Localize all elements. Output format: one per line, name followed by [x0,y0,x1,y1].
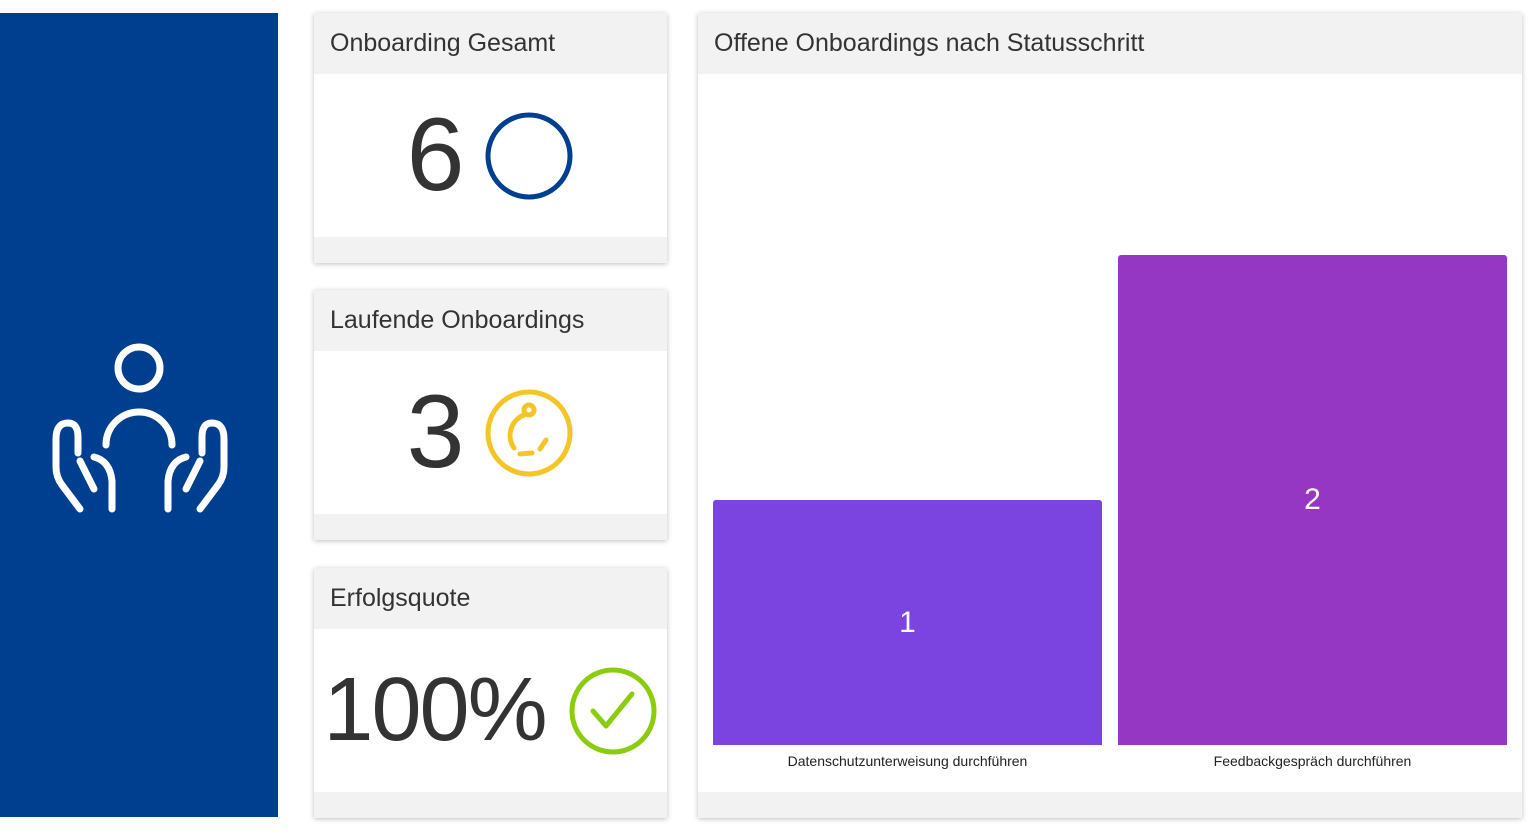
kpi-value: 100% [323,660,547,760]
chart-title: Offene Onboardings nach Statusschritt [698,13,1522,74]
chart-card: Offene Onboardings nach Statusschritt 1 D… [698,13,1522,818]
bar[interactable]: 2 [1118,255,1507,745]
data-label: 2 [1304,483,1321,516]
data-label: 1 [899,605,916,639]
bar[interactable]: 1 [713,500,1102,745]
kpi-card-total: Onboarding Gesamt 6 [314,13,667,263]
kpi-value: 3 [406,374,465,490]
kpi-title: Onboarding Gesamt [314,13,667,74]
hero-panel [0,13,278,817]
kpi-value: 6 [406,97,465,213]
in-progress-icon [485,389,573,476]
kpi-title: Erfolgsquote [314,568,667,629]
check-circle-icon [569,667,657,754]
x-tick-label: Datenschutzunterweisung durchführen [787,753,1028,769]
kpi-card-success-rate: Erfolgsquote 100% [314,568,667,818]
x-tick-label: Feedbackgespräch durchführen [1213,753,1412,769]
circle-icon [485,112,573,199]
kpi-card-running: Laufende Onboardings 3 [314,290,667,540]
person-in-hands-icon [52,343,228,513]
kpi-title: Laufende Onboardings [314,290,667,351]
